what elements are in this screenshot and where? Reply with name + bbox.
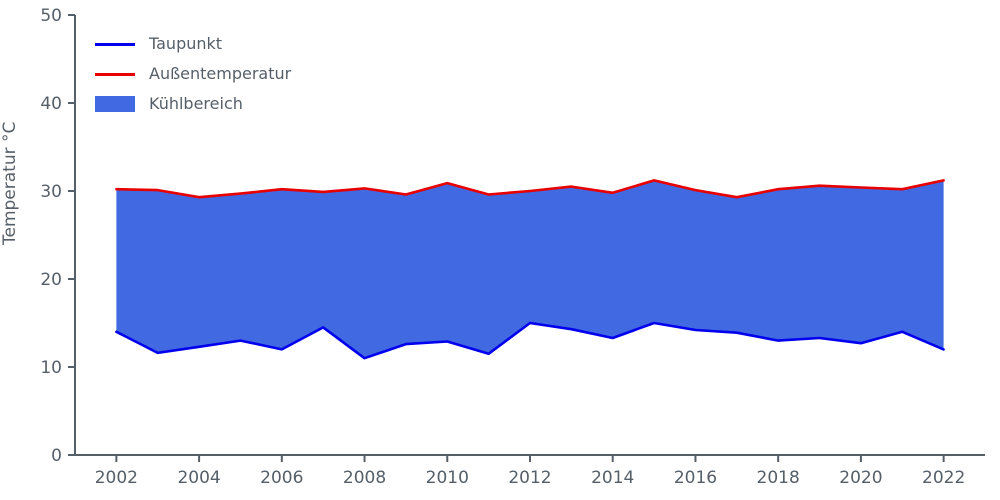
x-tick-label: 2012 xyxy=(508,468,551,488)
x-tick-label: 2004 xyxy=(177,468,220,488)
y-tick-label: 50 xyxy=(40,6,62,26)
x-tick-label: 2018 xyxy=(757,468,800,488)
x-tick-label: 2016 xyxy=(674,468,717,488)
taupunkt-line xyxy=(115,321,945,360)
x-tick-label: 2014 xyxy=(591,468,634,488)
y-tick-label: 40 xyxy=(40,94,62,114)
y-tick-label: 10 xyxy=(40,358,62,378)
kuehlbereich-area xyxy=(116,180,944,359)
x-tick-label: 2006 xyxy=(260,468,303,488)
legend-item-kuehlbereich: Kühlbereich xyxy=(95,96,291,112)
x-tick-label: 2022 xyxy=(922,468,965,488)
y-axis-label: Temperatur °C xyxy=(0,121,20,245)
kuehlbereich-area-swatch xyxy=(95,96,135,112)
aussentemperatur-line xyxy=(115,179,945,199)
x-tick-label: 2020 xyxy=(839,468,882,488)
legend-item-taupunkt: Taupunkt xyxy=(95,36,291,52)
legend-label-kuehlbereich: Kühlbereich xyxy=(149,94,243,113)
y-tick-label: 0 xyxy=(51,446,62,466)
y-tick-label: 30 xyxy=(40,182,62,202)
aussentemperatur-line-swatch xyxy=(95,72,135,76)
taupunkt-line-swatch xyxy=(95,42,135,46)
x-tick-label: 2002 xyxy=(95,468,138,488)
legend-item-aussentemperatur: Außentemperatur xyxy=(95,66,291,82)
y-tick-label: 20 xyxy=(40,270,62,290)
x-tick-label: 2008 xyxy=(343,468,386,488)
legend-label-aussentemperatur: Außentemperatur xyxy=(149,64,292,83)
legend-label-taupunkt: Taupunkt xyxy=(149,34,223,53)
legend: Taupunkt Außentemperatur Kühlbereich xyxy=(95,36,291,112)
x-tick-label: 2010 xyxy=(426,468,469,488)
